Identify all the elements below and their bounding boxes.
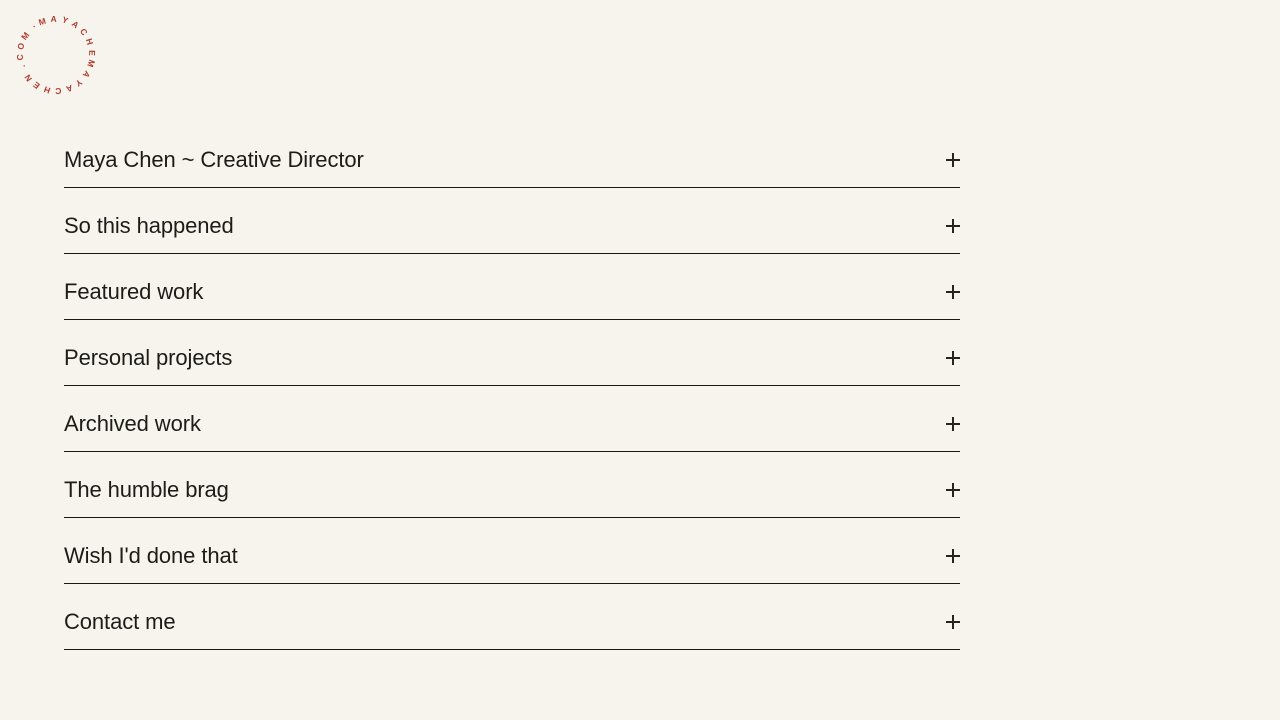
accordion-item-label: Contact me [64,609,176,634]
accordion-item-so-this-happened[interactable]: So this happened [64,188,960,254]
accordion-menu: Maya Chen ~ Creative Director So this ha… [64,122,960,650]
accordion-item-label: Featured work [64,279,204,304]
accordion-item-contact-me[interactable]: Contact me [64,584,960,650]
plus-icon[interactable] [946,219,960,233]
accordion-item-label: Maya Chen ~ Creative Director [64,147,364,172]
plus-icon[interactable] [946,483,960,497]
accordion-item-label: Archived work [64,411,201,436]
accordion-item-label: The humble brag [64,477,229,502]
plus-icon[interactable] [946,153,960,167]
accordion-item-wish-id-done-that[interactable]: Wish I'd done that [64,518,960,584]
plus-icon[interactable] [946,285,960,299]
site-logo[interactable]: · M A Y A C H E M A Y A C H E N. C O M [14,13,98,97]
accordion-item-label: Wish I'd done that [64,543,238,568]
accordion-item-personal-projects[interactable]: Personal projects [64,320,960,386]
accordion-item-featured-work[interactable]: Featured work [64,254,960,320]
accordion-item-intro[interactable]: Maya Chen ~ Creative Director [64,122,960,188]
accordion-item-archived-work[interactable]: Archived work [64,386,960,452]
plus-icon[interactable] [946,351,960,365]
accordion-item-humble-brag[interactable]: The humble brag [64,452,960,518]
accordion-item-label: So this happened [64,213,234,238]
plus-icon[interactable] [946,549,960,563]
plus-icon[interactable] [946,417,960,431]
plus-icon[interactable] [946,615,960,629]
accordion-item-label: Personal projects [64,345,233,370]
